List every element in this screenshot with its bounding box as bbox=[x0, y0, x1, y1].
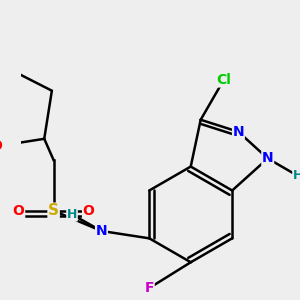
Text: N: N bbox=[232, 125, 244, 139]
Text: O: O bbox=[13, 204, 25, 218]
Text: O: O bbox=[82, 204, 94, 218]
Text: F: F bbox=[145, 281, 154, 295]
Text: S: S bbox=[48, 203, 59, 218]
Text: H: H bbox=[67, 208, 77, 221]
Text: N: N bbox=[262, 152, 274, 166]
Text: O: O bbox=[0, 140, 2, 153]
Text: N: N bbox=[96, 224, 107, 238]
Text: Cl: Cl bbox=[216, 73, 231, 87]
Text: H: H bbox=[293, 169, 300, 182]
